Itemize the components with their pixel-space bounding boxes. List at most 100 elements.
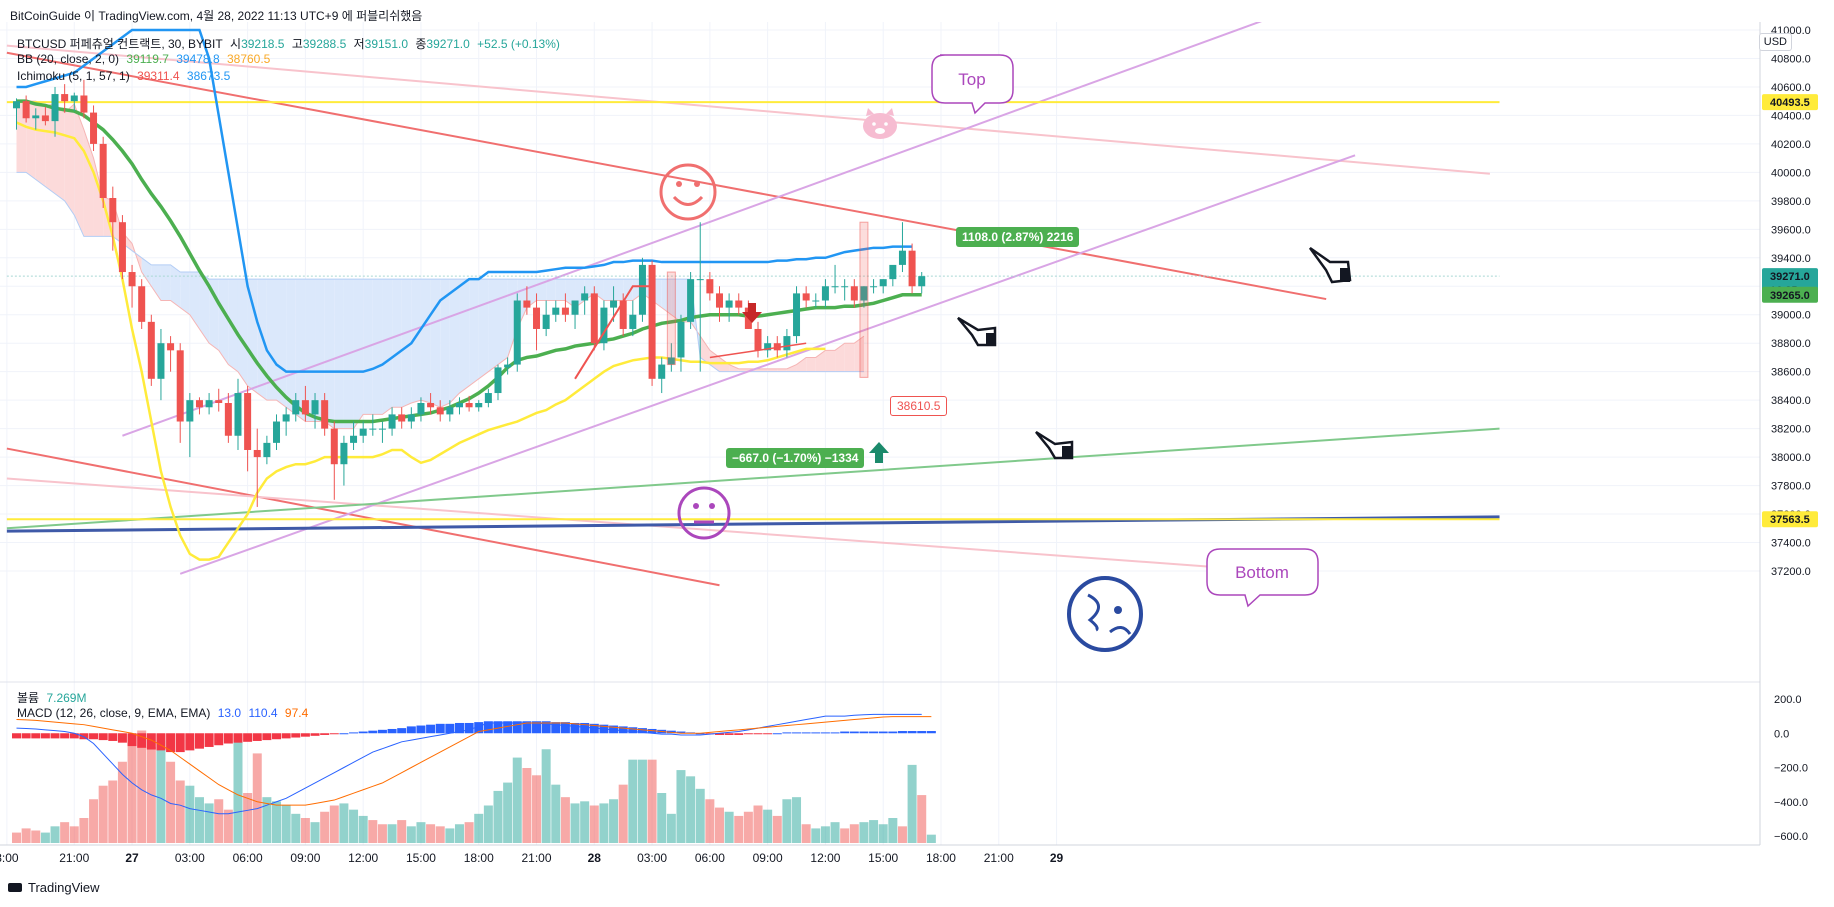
macd-legend[interactable]: MACD (12, 26, close, 9, EMA, EMA) 13.0 1… [17, 706, 312, 720]
macd-hist-bar [570, 722, 580, 734]
volume-bar [801, 824, 811, 843]
time-tick-label: 27 [125, 851, 139, 865]
candle-body [735, 300, 743, 308]
up-arrow-icon [869, 442, 889, 463]
candle-body [350, 435, 358, 443]
high-label: 고 [291, 37, 303, 51]
volume-bar [897, 826, 907, 843]
cloud-segment [777, 368, 787, 372]
macd-hist-bar [175, 733, 185, 753]
open-value: 39218.5 [241, 37, 285, 51]
cloud-segment [151, 264, 161, 301]
cloud-segment [74, 104, 84, 237]
candle-body [638, 264, 646, 315]
ichimoku-a-value: 39311.4 [137, 69, 180, 83]
cloud-segment [160, 264, 171, 301]
candle-body [898, 250, 906, 265]
trend-lines [6, 22, 1500, 587]
candle-body [561, 307, 569, 315]
volume-bar [50, 826, 60, 843]
volume-bar [859, 822, 869, 843]
time-tick-label: 12:00 [348, 851, 378, 865]
time-tick-label: 21:00 [59, 851, 89, 865]
ichimoku-legend[interactable]: Ichimoku (5, 1, 57, 1) 39311.4 38673.5 [17, 69, 234, 83]
symbol-legend[interactable]: BTCUSD 퍼페츄얼 컨트랙트, 30, BYBIT 시39218.5 고39… [17, 35, 564, 52]
macd-hist-bar [454, 722, 464, 734]
volume-bar [734, 815, 744, 843]
cloud-segment [266, 279, 277, 401]
volume-bar [869, 820, 879, 843]
cloud-segment [315, 279, 325, 422]
volume-bar [60, 822, 70, 843]
price-tag-label: 37563.5 [1770, 514, 1810, 526]
volume-bar [878, 824, 888, 843]
volume-bar [666, 813, 676, 843]
bb-upper-value: 39478.8 [176, 52, 220, 66]
cloud-segment [392, 279, 402, 408]
macd-hist-value: 13.0 [217, 706, 242, 720]
macd-tick-label: −400.0 [1774, 797, 1808, 809]
candle-body [436, 407, 444, 415]
price-tag-bg [1762, 511, 1818, 528]
price-tick-label: 38000.0 [1771, 452, 1811, 464]
macd-hist-bar [127, 733, 137, 747]
tradingview-brand[interactable]: TradingView [8, 880, 100, 895]
candle-body [22, 101, 30, 119]
volume-bar [580, 801, 590, 843]
close-label: 종 [415, 37, 427, 51]
bb-legend[interactable]: BB (20, close, 2, 0) 39119.7 39478.8 387… [17, 52, 274, 66]
volume-bar [522, 768, 532, 843]
time-axis[interactable]: 8:00 21:00 27 03:00 06:00 09:00 12:00 15:00 18:0… [0, 851, 1064, 865]
cloud-segment [45, 104, 56, 194]
candle-body [658, 364, 666, 379]
candle-body [388, 414, 396, 429]
macd-hist-bar [792, 732, 802, 734]
candle-body [879, 279, 887, 287]
price-tick-label: 39400.0 [1771, 253, 1811, 265]
cloud-segment [189, 272, 200, 329]
currency-button[interactable]: USD [1758, 33, 1792, 51]
volume-bar [214, 799, 224, 843]
candle-body [292, 400, 300, 415]
volume-bar [21, 828, 31, 843]
volume-value: 7.269M [46, 691, 87, 705]
macd-hist-bar [859, 731, 869, 734]
neutral-face-icon [677, 486, 731, 540]
cloud-segment [623, 279, 633, 301]
volume-bar [223, 809, 233, 843]
volume-bar [252, 753, 262, 843]
symbol-text: BTCUSD 퍼페츄얼 컨트랙트, 30, BYBIT [17, 37, 223, 51]
macd-hist-bar [166, 733, 176, 753]
macd-hist-bar [917, 731, 927, 734]
cloud-segment [141, 257, 152, 287]
volume-bar [233, 738, 243, 843]
price-tick-label: 37200.0 [1771, 566, 1811, 578]
cloud-segment [729, 364, 739, 372]
smiley-icon [659, 163, 717, 221]
candle-body [581, 293, 589, 301]
candle-body [504, 364, 512, 368]
volume-bar [127, 733, 137, 843]
macd-hist-bar [146, 733, 156, 750]
volume-bar [329, 805, 339, 843]
volume-legend[interactable]: 볼륨 7.269M [17, 689, 90, 706]
time-tick-label: 15:00 [406, 851, 436, 865]
candle-body [109, 197, 117, 223]
volume-bar [445, 828, 455, 843]
cloud-segment [180, 272, 190, 315]
candle-body [263, 442, 271, 458]
macd-tick-label: −200.0 [1774, 763, 1808, 775]
candle-body [215, 400, 223, 404]
candle-body [908, 250, 916, 287]
bb-upper-line [16, 28, 913, 373]
macd-hist-bar [464, 722, 474, 734]
price-tick-label: 40400.0 [1771, 110, 1811, 122]
brand-text: TradingView [28, 880, 100, 895]
macd-hist-bar [763, 733, 773, 735]
publish-attribution: BitCoinGuide 이 TradingView.com, 4월 28, 2… [10, 7, 426, 24]
volume-bar [291, 813, 301, 843]
macd-hist-bar [869, 731, 879, 734]
volume-bar [599, 803, 609, 843]
candle-body [465, 403, 473, 408]
